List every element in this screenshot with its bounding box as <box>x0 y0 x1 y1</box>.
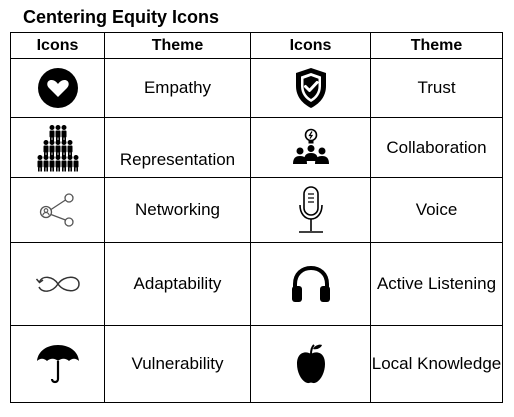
table-row: Adaptability Active Listening <box>10 242 503 326</box>
team-lightbulb-icon <box>292 128 329 164</box>
header-theme-right: Theme <box>370 32 503 59</box>
infinity-loop-icon <box>35 276 80 292</box>
theme-cell: Collaboration <box>370 117 503 178</box>
headphones-icon <box>291 265 330 302</box>
theme-cell: Trust <box>370 58 503 118</box>
theme-cell: Voice <box>370 177 503 243</box>
header-icons-right: Icons <box>250 32 371 59</box>
header-icons-left: Icons <box>10 32 105 59</box>
table-row: Empathy Trust <box>10 58 503 118</box>
header-row: Icons Theme Icons Theme <box>10 32 503 59</box>
page-title: Centering Equity Icons <box>23 7 220 27</box>
apple-icon <box>296 344 325 384</box>
theme-cell: Adaptability <box>104 242 251 326</box>
umbrella-icon <box>36 345 79 384</box>
theme-cell: Networking <box>104 177 251 243</box>
microphone-icon <box>298 186 323 233</box>
theme-cell: Local Knowledge <box>370 325 503 403</box>
network-share-icon <box>39 193 74 227</box>
theme-cell: Vulnerability <box>104 325 251 403</box>
shield-check-icon <box>295 68 326 108</box>
theme-cell: Empathy <box>104 58 251 118</box>
table-row: Vulnerability Local Knowledge <box>10 325 503 403</box>
table-row: Representation Collaboration <box>10 117 503 178</box>
equity-icons-table: Icons Theme Icons Theme Empathy Trust <box>10 32 503 403</box>
table-row: Networking Voice <box>10 177 503 243</box>
people-group-icon <box>37 124 78 171</box>
heart-icon <box>37 68 78 108</box>
theme-cell: Representation <box>119 149 236 169</box>
theme-cell: Active Listening <box>370 242 503 326</box>
header-theme-left: Theme <box>104 32 251 59</box>
